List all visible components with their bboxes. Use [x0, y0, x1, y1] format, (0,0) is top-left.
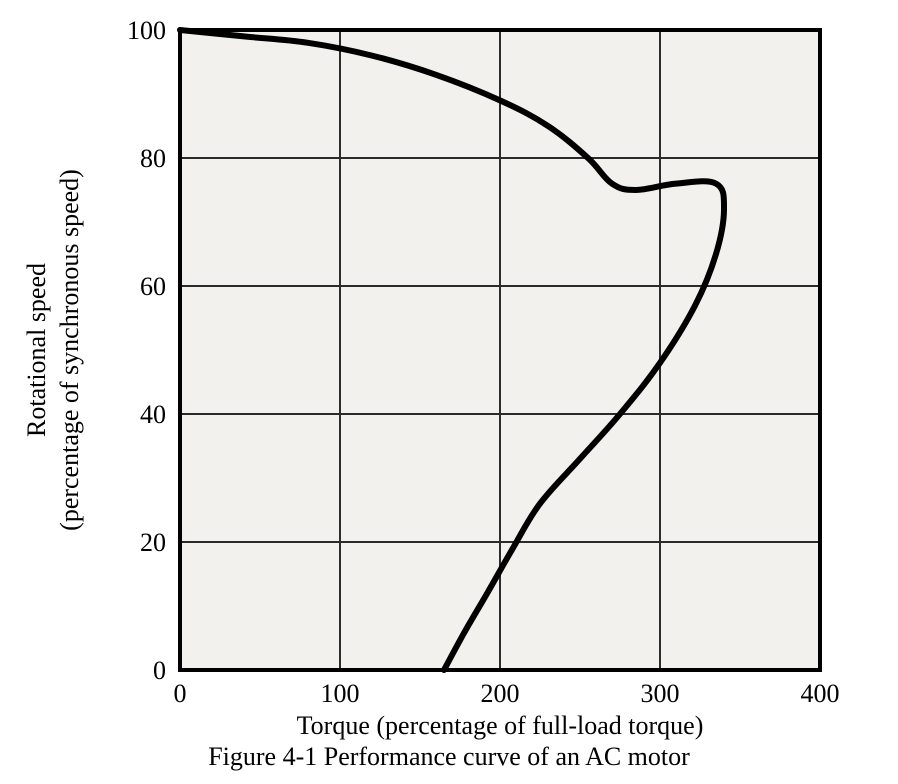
y-tick-label: 20 — [140, 528, 166, 557]
y-tick-label: 80 — [140, 144, 166, 173]
y-tick-label: 100 — [127, 16, 166, 45]
figure-caption: Figure 4-1 Performance curve of an AC mo… — [0, 742, 898, 772]
y-tick-label: 60 — [140, 272, 166, 301]
x-tick-label: 200 — [481, 679, 520, 708]
performance-curve-chart: 0 100 200 300 400 0 20 40 60 80 100 Torque (percent… — [0, 0, 898, 740]
y-tick-label: 40 — [140, 400, 166, 429]
y-tick-label: 0 — [153, 656, 166, 685]
x-tick-label: 0 — [174, 679, 187, 708]
x-axis-label: Torque (percentage of full-load torque) — [297, 711, 704, 740]
figure-container: 0 100 200 300 400 0 20 40 60 80 100 Torque (percent… — [0, 0, 898, 784]
y-axis-label-line2: (percentage of synchronous speed) — [55, 169, 84, 531]
x-tick-label: 400 — [801, 679, 840, 708]
x-tick-label: 100 — [321, 679, 360, 708]
x-tick-label: 300 — [641, 679, 680, 708]
y-axis-label-line1: Rotational speed — [22, 263, 51, 437]
